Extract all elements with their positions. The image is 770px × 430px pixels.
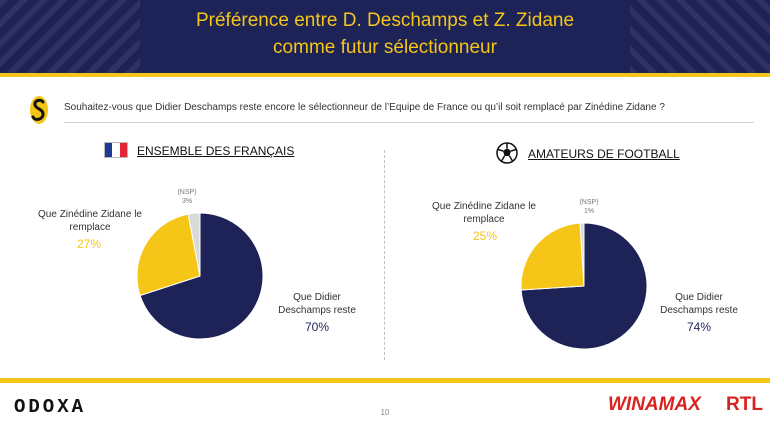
page-title-line1: Préférence entre D. Deschamps et Z. Zida… <box>195 10 575 31</box>
france-flag-icon <box>104 142 128 158</box>
header-pattern-left <box>0 0 140 73</box>
survey-question: Souhaitez-vous que Didier Deschamps rest… <box>64 102 665 113</box>
slice-deschamps <box>139 212 264 340</box>
right-deschamps-pct: 74% <box>686 320 712 334</box>
header-banner: Préférence entre D. Deschamps et Z. Zida… <box>0 0 770 73</box>
header-gold-bar <box>0 73 770 77</box>
slice-nsp <box>579 222 585 287</box>
slice-nsp <box>187 212 201 277</box>
footer-gold-bar <box>0 378 770 383</box>
header-pattern-right <box>630 0 770 73</box>
slice-zidane <box>520 222 585 291</box>
right-zidane-pct: 25% <box>472 229 498 243</box>
right-nsp-label: (NSP) 1% <box>579 199 599 215</box>
slice-zidane <box>136 213 201 297</box>
left-zidane-label: Que Zinédine Zidane le remplace <box>38 209 142 233</box>
page-title-line2: comme futur sélectionneur <box>273 37 497 58</box>
question-underline <box>64 122 754 123</box>
football-icon <box>496 142 518 164</box>
pie-chart-ensemble <box>136 212 264 340</box>
right-deschamps-label: Que Didier Deschamps reste <box>660 292 738 316</box>
left-deschamps-label: Que Didier Deschamps reste <box>278 292 356 316</box>
question-logo-icon <box>30 96 48 124</box>
winamax-logo: WINAMAX <box>608 394 701 415</box>
section-divider <box>384 150 385 360</box>
left-nsp-label: (NSP) 3% <box>177 189 197 205</box>
left-zidane-pct: 27% <box>76 237 102 251</box>
pie-chart-amateurs <box>520 222 648 350</box>
left-deschamps-pct: 70% <box>304 320 330 334</box>
rtl-logo: RTL <box>726 394 763 415</box>
right-section-title: AMATEURS DE FOOTBALL <box>528 147 680 161</box>
left-section-title: ENSEMBLE DES FRANÇAIS <box>137 144 295 158</box>
odoxa-logo: ODOXA <box>14 396 87 418</box>
page-number: 10 <box>380 408 390 417</box>
right-zidane-label: Que Zinédine Zidane le remplace <box>432 201 536 225</box>
